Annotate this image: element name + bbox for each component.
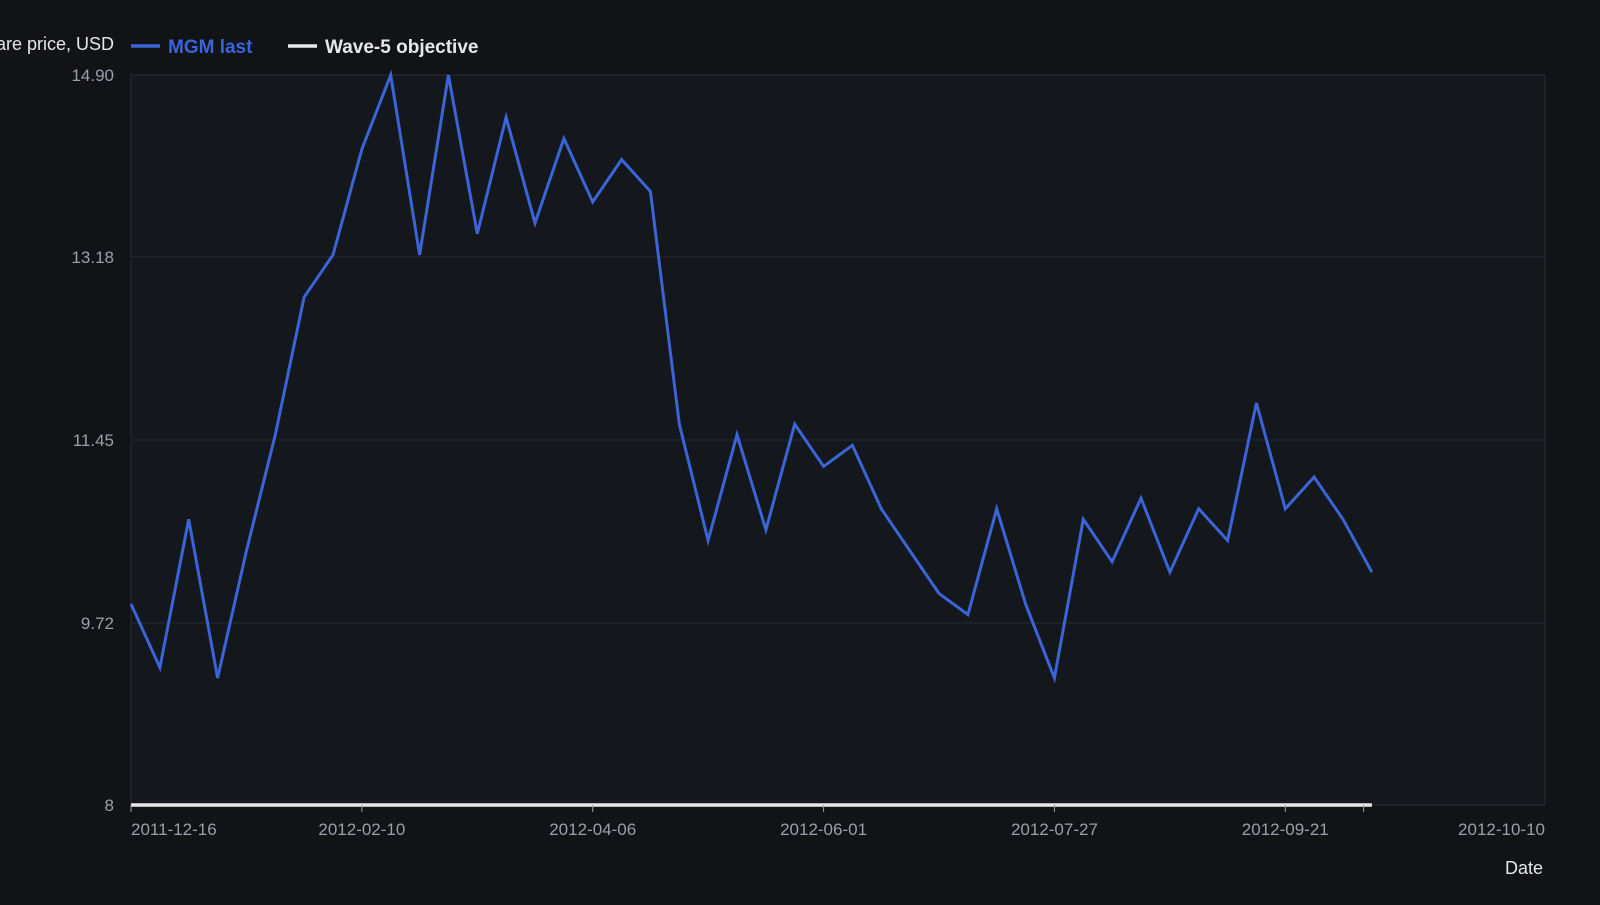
x-tick-label: 2012-02-10 (318, 820, 405, 839)
y-tick-label: 13.18 (71, 248, 114, 267)
grid-lines (131, 256, 1545, 624)
y-axis-ticks: 14.90 13.18 11.45 9.72 8 (71, 66, 114, 815)
y-tick-label: 14.90 (71, 66, 114, 85)
x-tick-label: 2011-12-16 (131, 820, 217, 839)
x-axis-ticks: 2011-12-16 2012-02-10 2012-04-06 2012-06-01… (130, 805, 1545, 839)
y-axis-title: Share price, USD (0, 34, 114, 54)
x-tick-label: 2012-09-21 (1242, 820, 1329, 839)
y-tick-label: 8 (105, 796, 114, 815)
x-tick-label: 2012-10-10 (1458, 820, 1545, 839)
legend-label: Wave-5 objective (325, 37, 478, 58)
x-axis-title: Date (1505, 858, 1543, 878)
series-line-mgm-last (129, 69, 1374, 684)
x-tick-label: 2012-04-06 (549, 820, 636, 839)
series-layer (129, 69, 1374, 807)
legend: MGM last Wave-5 objective (131, 37, 478, 58)
legend-label: MGM last (168, 37, 253, 58)
y-tick-label: 9.72 (81, 614, 114, 633)
x-tick-label: 2012-07-27 (1011, 820, 1098, 839)
y-tick-label: 11.45 (73, 431, 114, 450)
x-tick-label: 2012-06-01 (780, 820, 867, 839)
